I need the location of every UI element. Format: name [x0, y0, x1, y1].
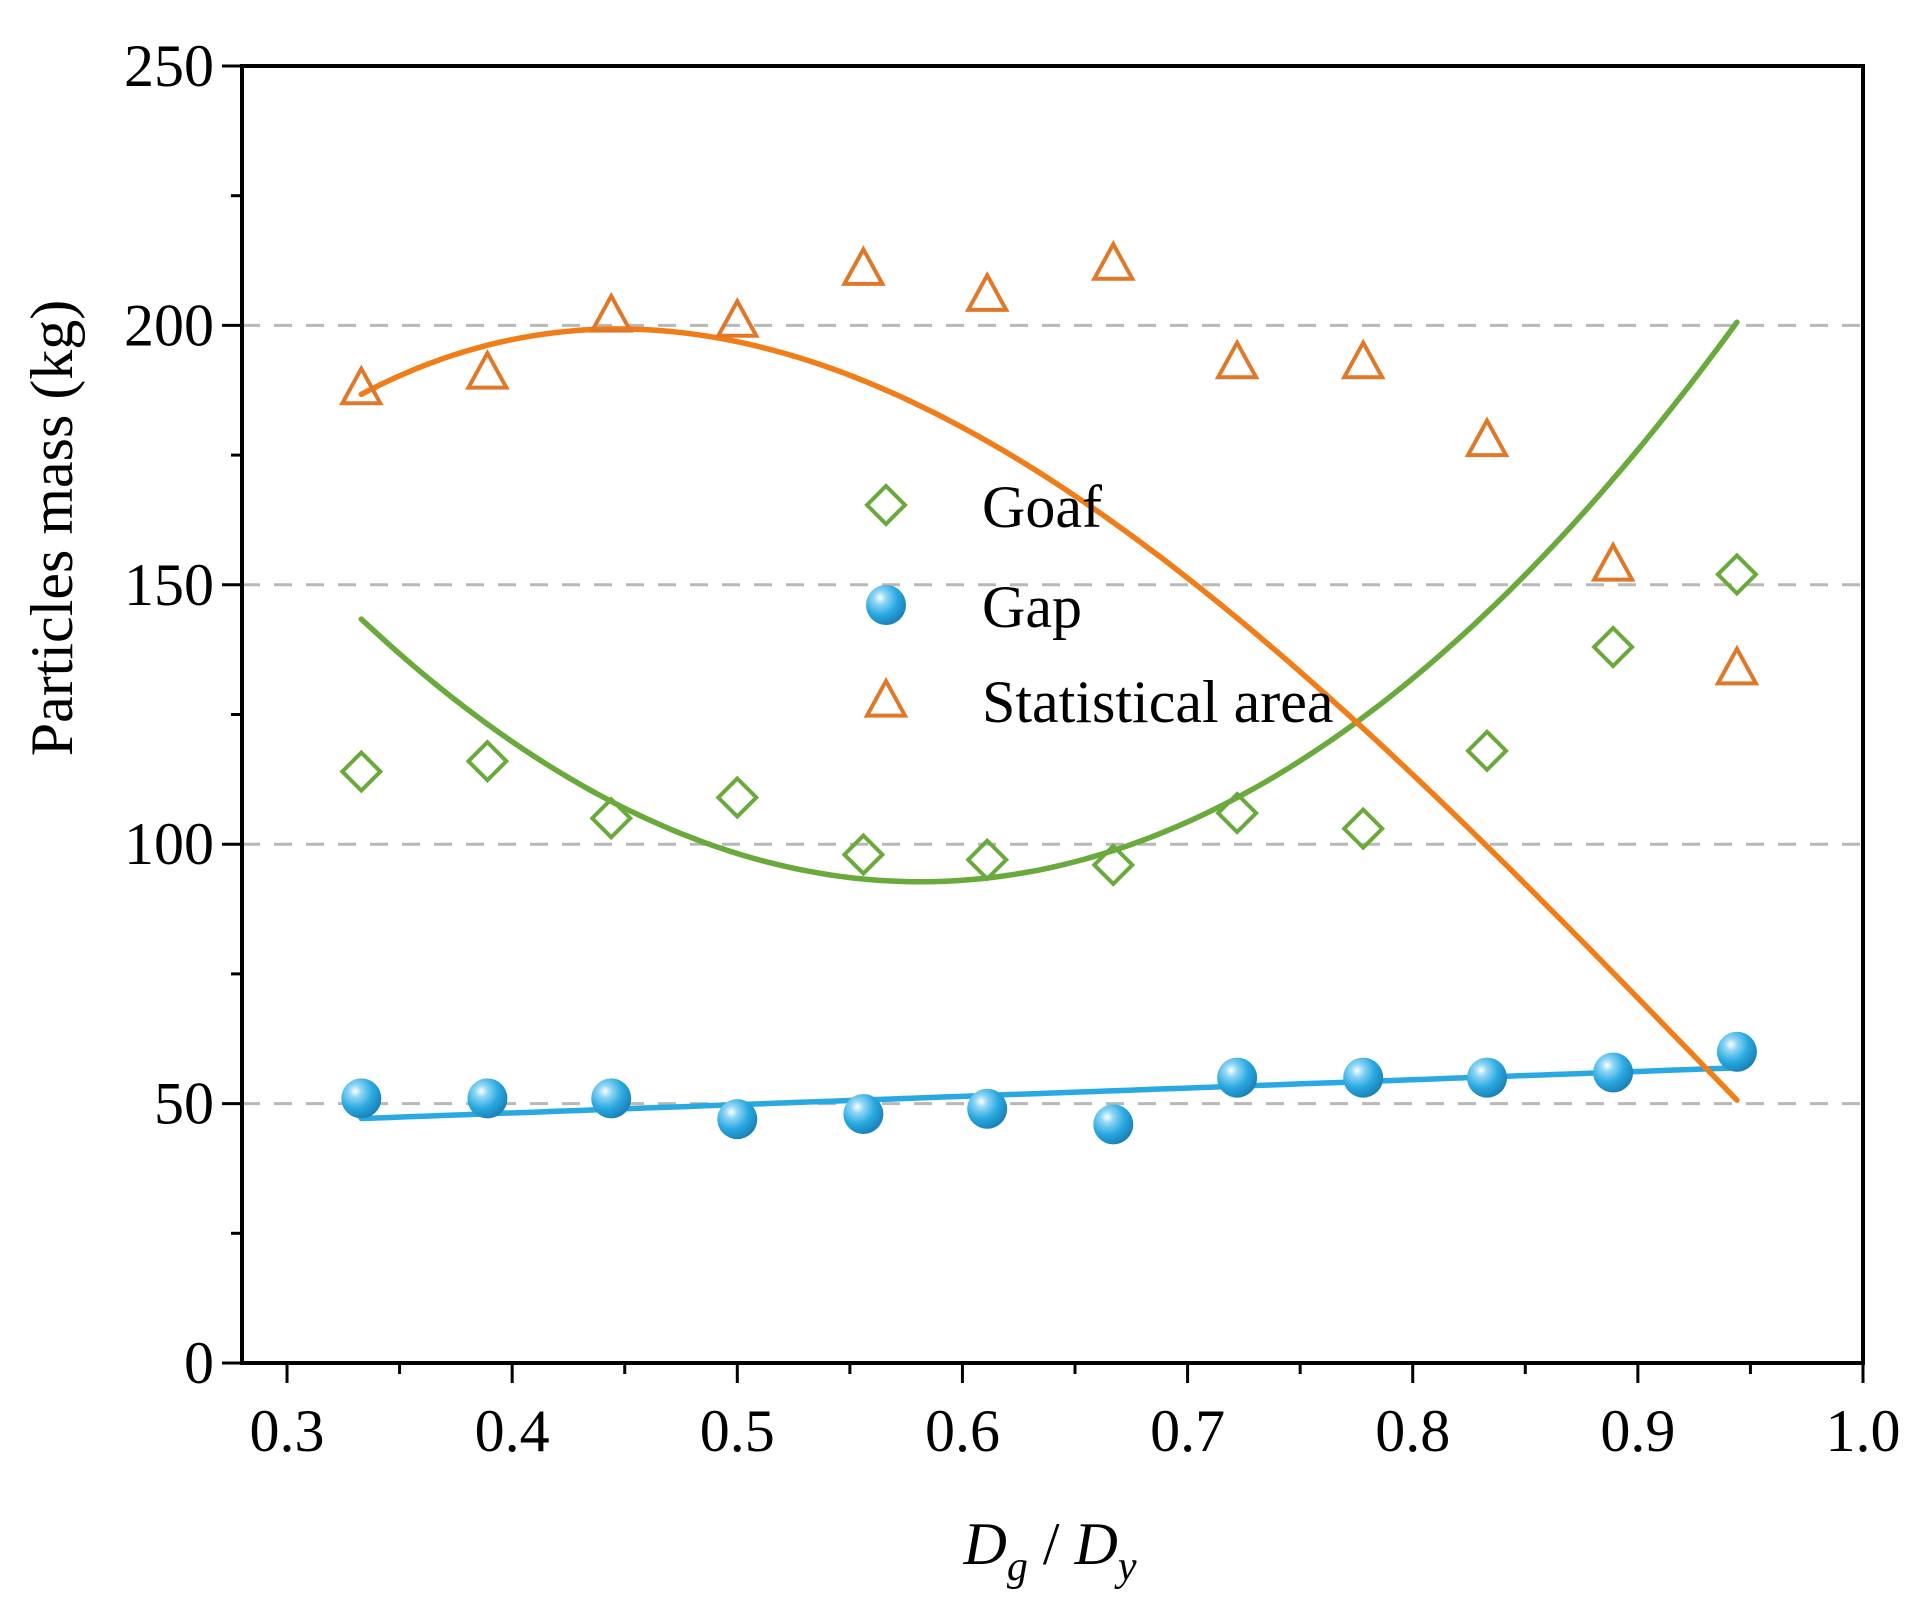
x-title-main-2: D — [1074, 1511, 1118, 1577]
y-tick-labels: 0 50 100 150 200 250 — [124, 33, 214, 1396]
data-point-goaf — [1465, 728, 1509, 773]
legend-label-gap: Gap — [982, 574, 1082, 640]
data-point-gap — [591, 1078, 632, 1119]
data-point-gap — [1217, 1057, 1258, 1098]
data-point-gap — [717, 1099, 758, 1140]
data-point-gap — [1467, 1057, 1508, 1098]
legend-symbol-goaf — [864, 483, 908, 527]
legend-symbol-statistical-area — [863, 676, 909, 718]
legend-symbol-gap — [866, 585, 906, 625]
y-tick-label: 100 — [124, 811, 214, 877]
data-point-gap — [967, 1088, 1008, 1129]
x-title-separator: / — [1028, 1511, 1075, 1577]
y-tick-label: 250 — [124, 33, 214, 99]
data-point-goaf — [965, 837, 1010, 882]
y-tick-label: 50 — [154, 1071, 214, 1137]
data-point-goaf — [1341, 806, 1386, 851]
data-point-statistical-area — [964, 271, 1010, 312]
fit-curve-goaf — [358, 319, 1740, 885]
axis-ticks — [222, 64, 1865, 1383]
data-point-statistical-area — [714, 297, 760, 338]
gridlines — [242, 323, 1863, 1106]
data-point-gap — [1093, 1104, 1134, 1145]
x-tick-label: 0.6 — [925, 1398, 1000, 1464]
data-point-goaf — [589, 796, 634, 841]
x-title-main-1: D — [962, 1511, 1006, 1577]
data-markers — [338, 239, 1760, 1145]
data-point-goaf — [1591, 625, 1635, 669]
data-point-statistical-area — [1090, 239, 1136, 281]
legend-marker-gap — [866, 585, 906, 625]
y-tick-label: 0 — [184, 1330, 214, 1396]
data-point-statistical-area — [338, 364, 384, 406]
legend-marker-statistical-area — [863, 676, 909, 718]
x-title-sub-2: y — [1114, 1544, 1137, 1590]
x-axis-title: Dg / Dy — [962, 1511, 1136, 1590]
x-tick-label: 0.5 — [700, 1398, 775, 1464]
data-point-statistical-area — [1714, 644, 1760, 686]
data-point-statistical-area — [1464, 416, 1510, 458]
y-tick-label: 200 — [124, 292, 214, 358]
data-point-goaf — [715, 775, 760, 820]
x-tick-label: 0.9 — [1600, 1398, 1675, 1464]
y-axis-title: Particles mass (kg) — [19, 300, 85, 757]
x-tick-labels: 0.3 0.4 0.5 0.6 0.7 0.8 0.9 1.0 — [250, 1398, 1901, 1464]
data-point-gap — [1343, 1057, 1384, 1098]
legend-item-goaf: Goaf — [864, 474, 1102, 540]
x-tick-label: 0.4 — [475, 1398, 550, 1464]
legend-marker-goaf — [864, 483, 908, 527]
data-point-gap — [843, 1093, 884, 1134]
legend-label-statistical-area: Statistical area — [982, 669, 1334, 735]
x-tick-label: 0.8 — [1375, 1398, 1450, 1464]
data-point-goaf — [1215, 791, 1259, 835]
data-point-statistical-area — [588, 291, 634, 333]
legend-item-gap: Gap — [866, 574, 1082, 640]
x-tick-label: 0.7 — [1150, 1398, 1225, 1464]
data-point-goaf — [339, 749, 384, 794]
data-point-statistical-area — [841, 245, 886, 286]
x-tick-label: 0.3 — [250, 1398, 325, 1464]
data-point-gap — [1716, 1031, 1757, 1072]
data-point-statistical-area — [1214, 338, 1260, 380]
data-point-statistical-area — [1340, 338, 1386, 380]
data-point-gap — [1593, 1052, 1634, 1093]
data-point-goaf — [1715, 552, 1759, 597]
legend: Goaf Gap Statistical area — [863, 474, 1334, 735]
data-point-goaf — [841, 832, 886, 877]
legend-label-goaf: Goaf — [982, 474, 1102, 540]
legend-item-statistical-area: Statistical area — [863, 669, 1334, 735]
fit-curve-gap — [358, 1065, 1740, 1122]
x-tick-label: 1.0 — [1826, 1398, 1901, 1464]
data-point-gap — [341, 1078, 382, 1119]
data-point-goaf — [465, 739, 510, 784]
data-point-goaf — [1091, 843, 1136, 887]
data-point-statistical-area — [465, 348, 510, 390]
data-point-statistical-area — [1590, 540, 1636, 582]
x-title-sub-1: g — [1007, 1544, 1028, 1590]
y-tick-label: 150 — [124, 552, 214, 618]
data-point-gap — [467, 1078, 508, 1119]
